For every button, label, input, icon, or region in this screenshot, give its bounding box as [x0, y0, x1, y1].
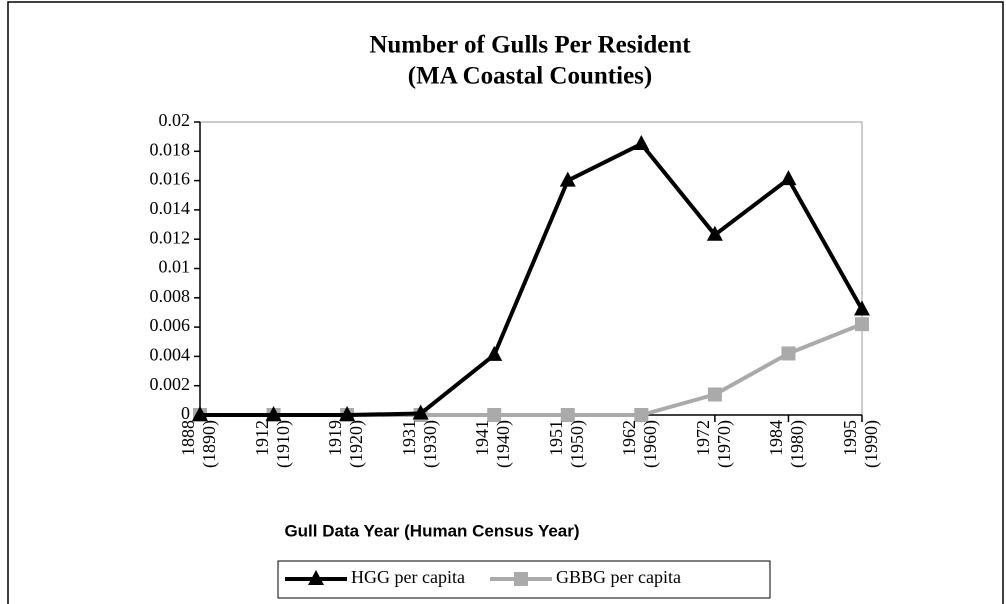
legend-marker — [514, 572, 528, 586]
x-tick-label: 1919 (1920) — [325, 420, 367, 468]
legend-marker — [308, 570, 324, 585]
y-tick-label: 0.006 — [150, 315, 191, 335]
data-point — [486, 345, 503, 361]
data-point — [780, 170, 797, 186]
data-point — [855, 317, 869, 332]
legend-label: GBBG per capita — [556, 567, 681, 587]
data-point — [412, 404, 429, 420]
chart-title: Number of Gulls Per Resident — [369, 32, 691, 59]
y-tick-label: 0.008 — [150, 286, 191, 306]
y-tick-label: 0.004 — [150, 345, 191, 365]
y-tick-label: 0.002 — [150, 374, 191, 394]
x-tick-label: 1984 (1980) — [766, 420, 808, 468]
data-point — [706, 225, 723, 241]
data-point — [559, 171, 576, 187]
data-point — [781, 346, 796, 361]
x-tick-label: 1888 (1890) — [178, 420, 219, 468]
data-point — [854, 300, 870, 316]
y-tick-label: 0.02 — [159, 110, 191, 130]
y-tick-label: 0.012 — [150, 227, 191, 247]
data-point — [487, 408, 502, 422]
chart-subtitle: (MA Coastal Counties) — [408, 63, 652, 90]
y-tick-label: 0.018 — [150, 139, 191, 159]
chart-border — [7, 1, 1004, 604]
data-point — [192, 406, 208, 421]
data-point — [634, 408, 649, 422]
x-tick-label: 1912 (1910) — [251, 420, 293, 468]
data-point — [560, 408, 575, 422]
x-axis-label: Gull Data Year (Human Census Year) — [284, 521, 579, 540]
legend-label: HGG per capita — [351, 567, 465, 587]
x-tick-label: 1995 (1990) — [840, 420, 881, 468]
series-line — [200, 141, 864, 417]
x-tick-label: 1931 (1930) — [398, 420, 440, 468]
y-tick-label: 0.014 — [150, 198, 191, 218]
x-tick-label: 1951 (1950) — [545, 420, 587, 468]
data-point — [707, 387, 722, 402]
y-tick-label: 0.01 — [159, 257, 191, 277]
x-tick-label: 1972 (1970) — [692, 420, 734, 468]
y-tick-label: 0.016 — [150, 169, 191, 189]
data-point — [265, 406, 282, 421]
x-tick-label: 1962 (1960) — [619, 420, 661, 468]
y-tick-label: 0 — [181, 403, 190, 423]
x-tick-label: 1941 (1940) — [472, 420, 514, 468]
data-point — [339, 406, 356, 421]
data-point — [633, 134, 650, 150]
